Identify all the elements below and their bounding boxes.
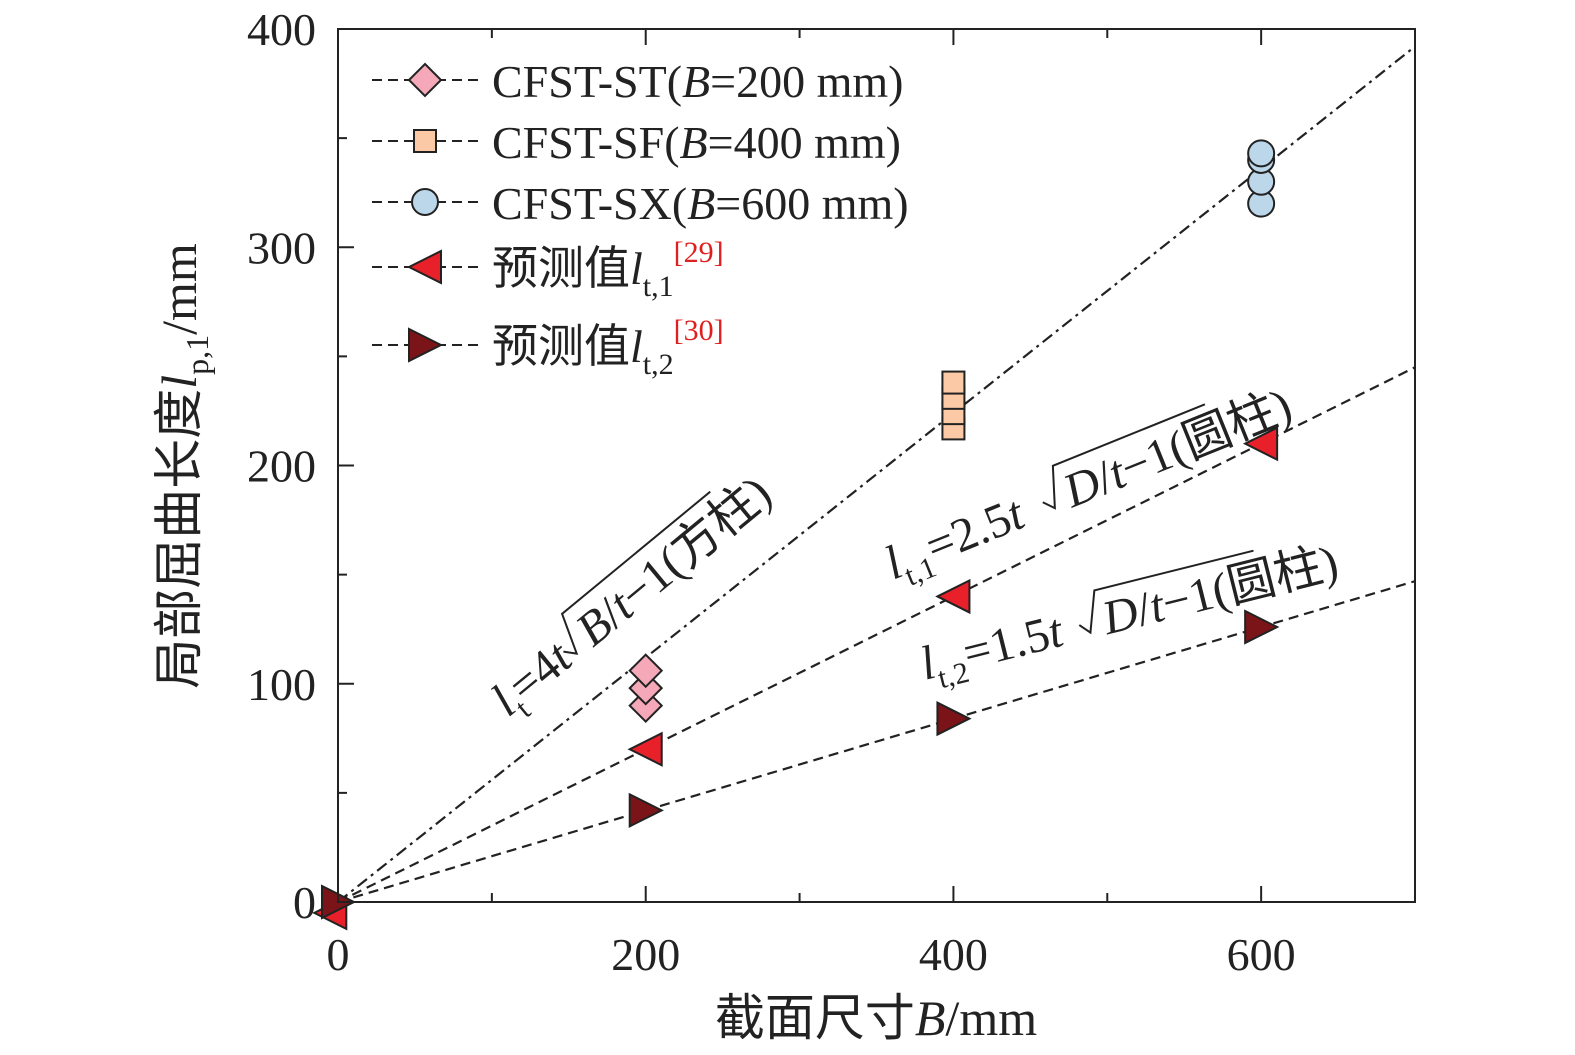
legend-label-predicted-2: 预测值lt,2[30] — [492, 314, 724, 381]
legend-label-cfst-sf: CFST-SF(B=400 mm) — [492, 117, 901, 168]
legend-label-cfst-sx: CFST-SX(B=600 mm) — [492, 178, 909, 229]
legend-marker-1 — [407, 62, 443, 98]
legend: CFST-ST(B=200 mm) CFST-SF(B=400 mm) CFST… — [372, 56, 909, 381]
point-s1-1 — [628, 688, 664, 723]
legend-swatches — [372, 62, 478, 363]
fit-line-3 — [337, 580, 1416, 904]
fit-line-1 — [337, 45, 1416, 903]
point-s1-3 — [628, 653, 664, 689]
legend-marker-4 — [406, 249, 442, 285]
data-points — [312, 139, 1280, 931]
fit-line-2 — [337, 366, 1416, 903]
svg-text:D/t−1(圆柱): D/t−1(圆柱) — [1096, 536, 1343, 646]
point-s5-2 — [628, 792, 664, 828]
x-tick-label: 200 — [611, 929, 680, 980]
legend-label-predicted-1: 预测值lt,1[29] — [492, 236, 724, 303]
axis-ticks: 0 200 400 600 0 100 200 300 400 — [247, 4, 1416, 980]
legend-marker-3 — [411, 188, 439, 216]
point-s5-3 — [936, 701, 972, 737]
y-tick-label: 400 — [247, 4, 316, 55]
x-tick-label: 0 — [327, 929, 350, 980]
legend-marker-5 — [408, 327, 444, 363]
fit-lines — [337, 45, 1416, 904]
x-tick-label: 400 — [919, 929, 988, 980]
y-axis-title: 局部屈曲长度lp,1/mm — [151, 243, 215, 689]
svg-text:lt=4t: lt=4t — [481, 630, 588, 733]
x-axis-title: 截面尺寸B/mm — [715, 990, 1037, 1046]
x-tick-label: 600 — [1227, 929, 1296, 980]
svg-text:B/t−1(方柱): B/t−1(方柱) — [566, 466, 781, 656]
point-s2-4 — [941, 370, 966, 395]
y-tick-label: 300 — [247, 222, 316, 273]
svg-text:lt,1=2.5t: lt,1=2.5t — [877, 486, 1035, 597]
y-tick-label: 0 — [293, 877, 316, 928]
point-s5-4 — [1244, 609, 1280, 645]
svg-text:lt,2=1.5t: lt,2=1.5t — [915, 604, 1072, 699]
legend-label-cfst-st: CFST-ST(B=200 mm) — [492, 56, 903, 107]
point-s4-4 — [1242, 426, 1279, 462]
y-tick-label: 100 — [247, 659, 316, 710]
point-s4-2 — [627, 731, 663, 767]
point-s3-4 — [1247, 139, 1276, 168]
point-s4-3 — [935, 578, 971, 615]
legend-marker-2 — [413, 129, 437, 153]
point-s1-2 — [628, 670, 664, 706]
y-tick-label: 200 — [247, 441, 316, 492]
